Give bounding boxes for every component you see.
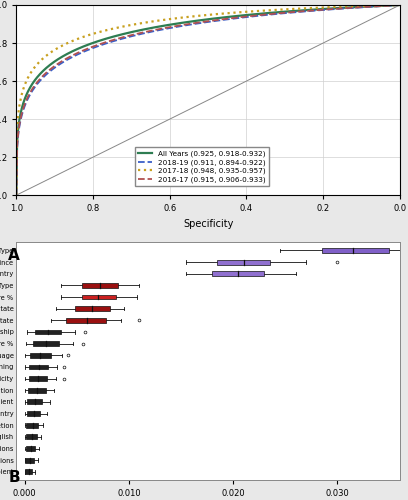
Bar	[26, 423, 38, 428]
Bar	[26, 434, 37, 440]
Bar	[67, 318, 106, 323]
Bar	[322, 248, 389, 253]
Bar	[26, 446, 35, 451]
Bar	[82, 294, 116, 300]
Bar	[28, 388, 46, 392]
Bar	[27, 400, 42, 404]
Text: B: B	[8, 470, 20, 485]
Bar	[217, 260, 270, 264]
X-axis label: Specificity: Specificity	[183, 219, 233, 229]
Bar	[82, 283, 118, 288]
Bar	[29, 376, 47, 381]
Bar	[25, 470, 32, 474]
Text: A: A	[8, 248, 20, 262]
Bar	[33, 341, 59, 346]
Bar	[212, 272, 264, 276]
Bar	[30, 353, 51, 358]
Bar	[75, 306, 110, 311]
Bar	[25, 458, 34, 462]
Legend: All Years (0.925, 0.918-0.932), 2018-19 (0.911, 0.894-0.922), 2017-18 (0.948, 0.: All Years (0.925, 0.918-0.932), 2018-19 …	[135, 148, 268, 186]
Bar	[35, 330, 61, 334]
Bar	[27, 411, 40, 416]
Bar	[29, 364, 48, 370]
